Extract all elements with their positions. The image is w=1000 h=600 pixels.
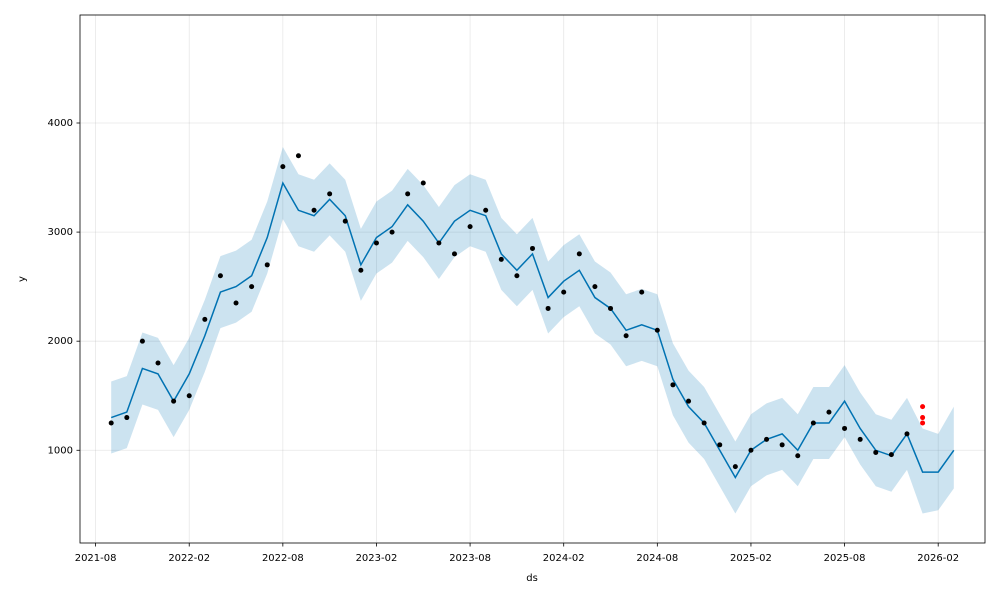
data-point xyxy=(795,453,801,459)
y-axis-label: y xyxy=(17,276,28,282)
data-point xyxy=(217,273,223,279)
x-tick-label: 2021-08 xyxy=(75,553,117,564)
data-point xyxy=(920,420,926,426)
data-point xyxy=(920,415,926,421)
x-tick-label: 2025-08 xyxy=(824,553,866,564)
data-point xyxy=(873,449,879,455)
data-point xyxy=(186,393,192,399)
data-point xyxy=(904,431,910,437)
data-point xyxy=(826,409,832,415)
data-point xyxy=(389,229,395,235)
data-point xyxy=(295,153,301,159)
data-point xyxy=(779,442,785,448)
data-point xyxy=(608,305,614,311)
data-point xyxy=(420,180,426,186)
data-point xyxy=(155,360,161,366)
x-tick-label: 2026-02 xyxy=(917,553,959,564)
y-tick-label: 4000 xyxy=(48,118,73,129)
data-point xyxy=(124,415,130,421)
data-point xyxy=(842,425,848,431)
data-point xyxy=(764,436,770,442)
data-point xyxy=(623,333,629,339)
x-tick-label: 2023-02 xyxy=(356,553,398,564)
x-tick-label: 2024-08 xyxy=(636,553,678,564)
data-point xyxy=(342,218,348,224)
data-point xyxy=(639,289,645,295)
data-point xyxy=(311,207,317,213)
data-point xyxy=(748,447,754,453)
data-point xyxy=(920,404,926,410)
uncertainty-band xyxy=(111,147,954,514)
y-tick-label: 2000 xyxy=(48,336,73,347)
data-point xyxy=(202,316,208,322)
data-point xyxy=(358,267,364,273)
data-point xyxy=(670,382,676,388)
x-axis-label: ds xyxy=(526,573,538,584)
y-tick-label: 3000 xyxy=(48,227,73,238)
data-point xyxy=(264,262,270,268)
data-point xyxy=(249,284,255,290)
data-point xyxy=(327,191,333,197)
data-point xyxy=(545,305,551,311)
x-tick-label: 2022-08 xyxy=(262,553,304,564)
data-point xyxy=(436,240,442,246)
data-point xyxy=(108,420,114,426)
data-point xyxy=(686,398,692,404)
data-point xyxy=(451,251,457,257)
data-point xyxy=(139,338,145,344)
data-point xyxy=(888,452,894,458)
x-tick-label: 2023-08 xyxy=(449,553,491,564)
data-point xyxy=(171,398,177,404)
data-point xyxy=(561,289,567,295)
data-point xyxy=(810,420,816,426)
data-point xyxy=(373,240,379,246)
data-point xyxy=(576,251,582,257)
x-tick-label: 2025-02 xyxy=(730,553,772,564)
data-point xyxy=(233,300,239,306)
data-point xyxy=(467,224,473,230)
data-point xyxy=(405,191,411,197)
x-tick-label: 2022-02 xyxy=(168,553,210,564)
data-point xyxy=(280,164,286,170)
data-point xyxy=(514,273,520,279)
data-point xyxy=(717,442,723,448)
data-point xyxy=(701,420,707,426)
y-tick-label: 1000 xyxy=(48,445,73,456)
x-tick-label: 2024-02 xyxy=(543,553,585,564)
data-point xyxy=(483,207,489,213)
data-point xyxy=(592,284,598,290)
data-point xyxy=(498,256,504,262)
data-point xyxy=(857,436,863,442)
data-point xyxy=(530,245,535,251)
data-point xyxy=(654,327,660,333)
plot-frame xyxy=(79,14,986,544)
data-point xyxy=(732,464,738,470)
